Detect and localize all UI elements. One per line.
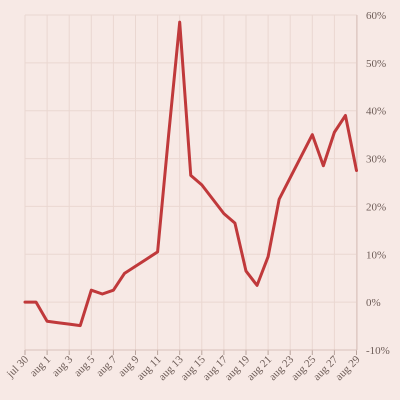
x-tick-label: jul 30 — [4, 353, 31, 380]
y-tick-label: 50% — [366, 58, 386, 70]
grid-layer — [24, 14, 357, 351]
x-tick-label: aug 29 — [333, 353, 363, 383]
y-tick-label: 20% — [366, 201, 386, 213]
y-tick-label: 0% — [366, 297, 381, 309]
series-layer — [23, 20, 358, 328]
x-tick-label: aug 5 — [72, 353, 98, 379]
y-tick-label: 60% — [366, 10, 386, 22]
y-tick-label: 10% — [366, 249, 386, 261]
y-tick-label: 30% — [366, 154, 386, 166]
y-tick-label: -10% — [366, 345, 390, 357]
x-tick-label: aug 3 — [50, 353, 76, 379]
x-tick-label: aug 7 — [94, 353, 120, 379]
x-tick-label: aug 1 — [28, 354, 54, 380]
y-tick-label: 40% — [366, 106, 386, 118]
series-line — [23, 20, 358, 328]
